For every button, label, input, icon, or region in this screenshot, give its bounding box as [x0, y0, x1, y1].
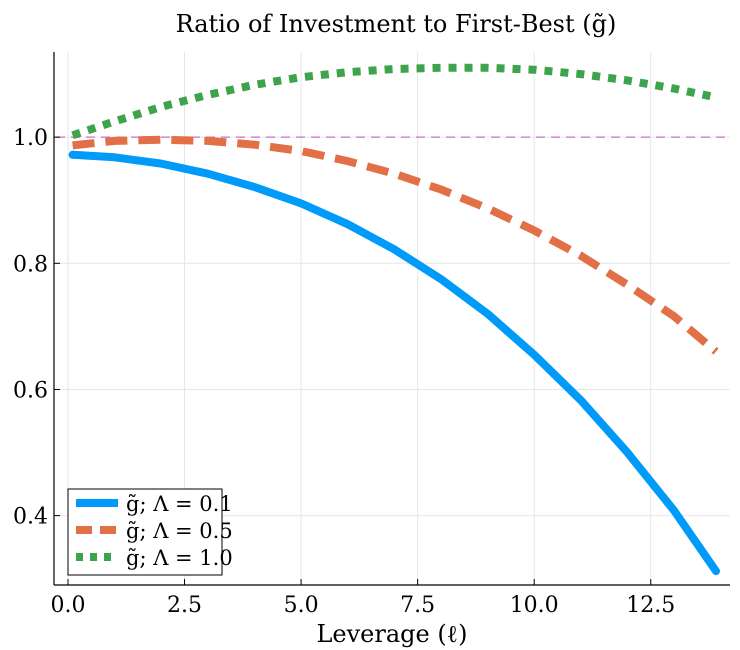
x-axis-ticks: 0.0 2.5 5.0 7.5 10.0 12.5 — [50, 579, 675, 618]
x-tick-label: 0.0 — [50, 593, 85, 618]
x-axis-label: Leverage (ℓ) — [316, 620, 467, 648]
y-tick-label: 0.6 — [13, 378, 48, 403]
chart-title: Ratio of Investment to First-Best (g̃) — [176, 10, 617, 38]
y-axis-ticks: 0.4 0.6 0.8 1.0 — [13, 126, 60, 530]
x-tick-label: 7.5 — [400, 593, 435, 618]
legend-label-1: g̃; Λ = 0.5 — [126, 519, 233, 543]
y-tick-label: 0.8 — [13, 252, 48, 277]
x-tick-label: 12.5 — [626, 593, 675, 618]
x-tick-label: 5.0 — [284, 593, 319, 618]
x-tick-label: 10.0 — [510, 593, 559, 618]
series-line-0 — [68, 150, 720, 576]
x-tick-label: 2.5 — [167, 593, 202, 618]
y-tick-label: 1.0 — [13, 126, 48, 151]
legend: g̃; Λ = 0.1 g̃; Λ = 0.5 g̃; Λ = 1.0 — [67, 488, 233, 576]
series-line-1 — [72, 135, 719, 355]
legend-label-2: g̃; Λ = 1.0 — [126, 546, 233, 570]
legend-label-0: g̃; Λ = 0.1 — [126, 492, 233, 516]
series-group — [68, 63, 720, 576]
y-tick-label: 0.4 — [13, 505, 48, 530]
series-line-2 — [71, 63, 717, 140]
